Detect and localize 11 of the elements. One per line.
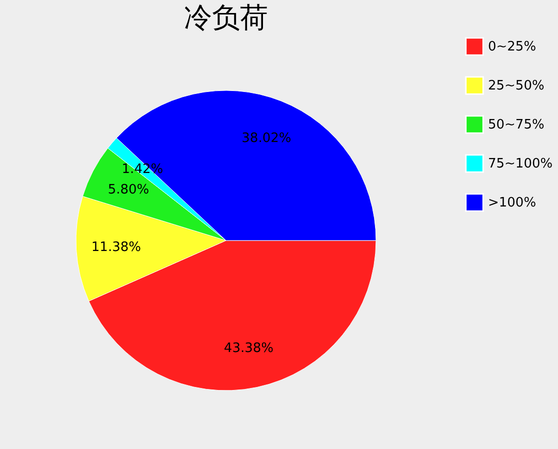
data-label: 5.80% bbox=[108, 182, 150, 198]
data-label: 43.38% bbox=[224, 341, 274, 356]
chart-title: 冷负荷 bbox=[184, 1, 268, 34]
legend-label: 50~75% bbox=[488, 118, 544, 132]
data-label: 1.42% bbox=[122, 162, 164, 177]
legend-label: 25~50% bbox=[488, 78, 544, 94]
legend-label: 0~25% bbox=[488, 40, 536, 54]
legend-label: 75~100% bbox=[488, 156, 553, 172]
data-label: 38.02% bbox=[242, 131, 292, 146]
legend-label: >100% bbox=[488, 196, 536, 210]
data-label: 11.38% bbox=[91, 240, 141, 255]
